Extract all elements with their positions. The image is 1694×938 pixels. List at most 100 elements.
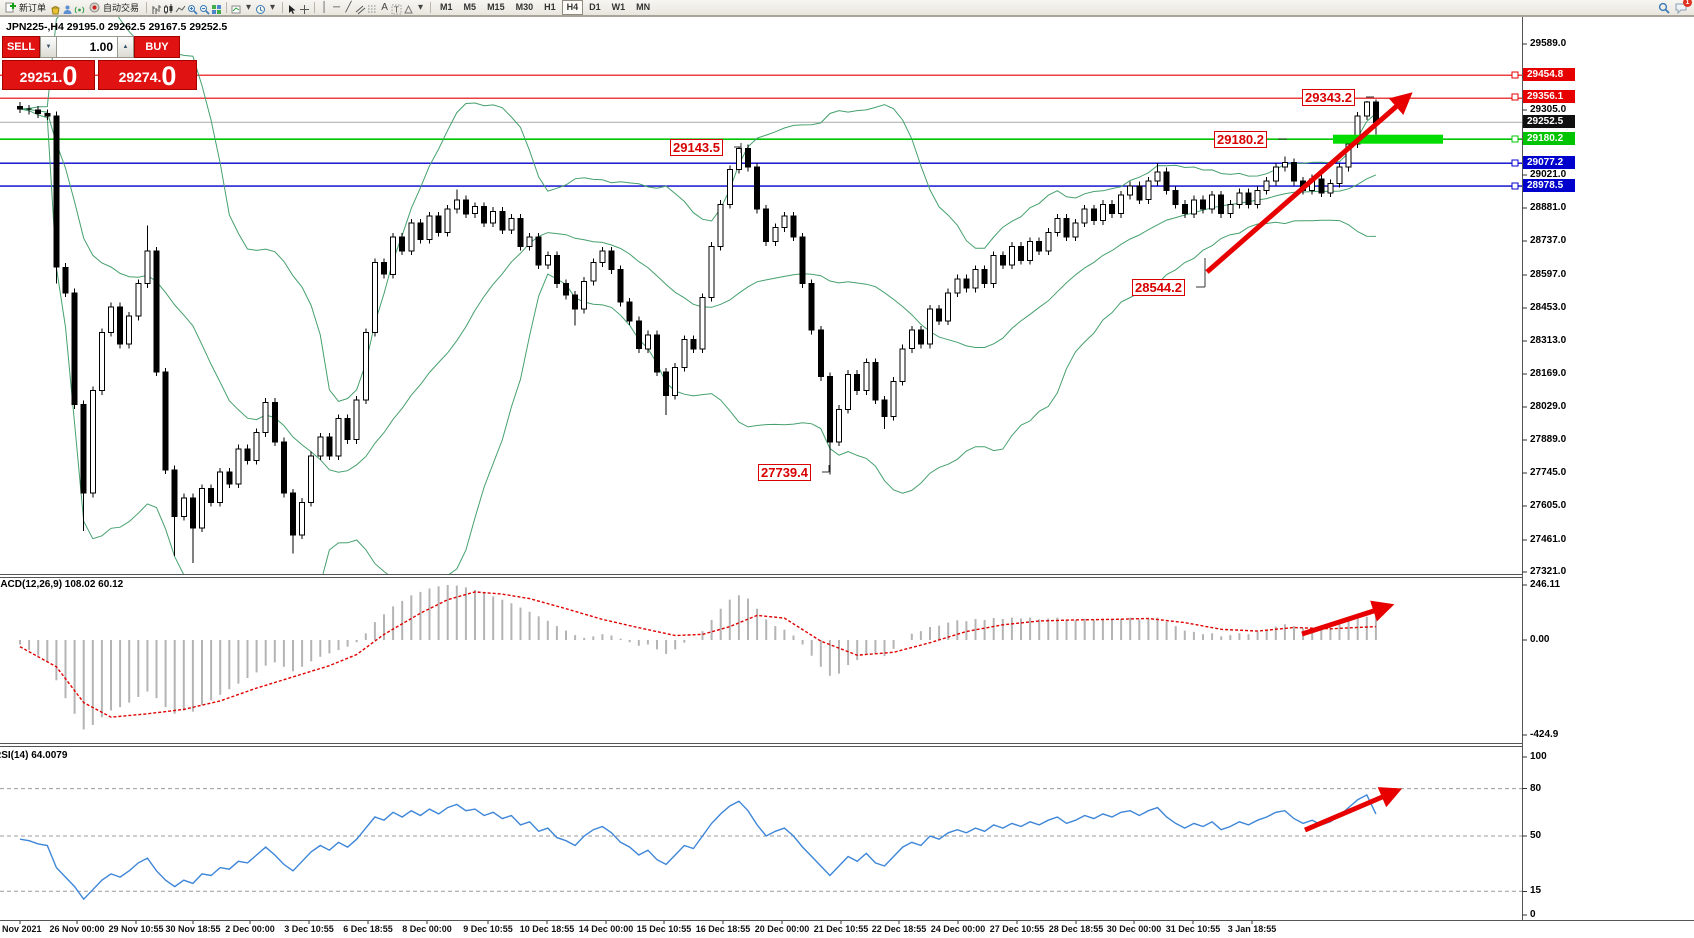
signals-icon[interactable]: [74, 2, 85, 14]
fibonacci-tool-icon[interactable]: [367, 2, 378, 13]
text-tool-icon[interactable]: A: [381, 2, 388, 13]
price-axis-tick: 27461.0: [1530, 534, 1567, 545]
volume-increase-button[interactable]: ▲: [117, 36, 134, 58]
time-axis-label: 27 Dec 10:55: [989, 924, 1045, 934]
time-axis-label: 2 Dec 00:00: [225, 924, 275, 934]
time-axis-label: 22 Dec 18:55: [871, 924, 927, 934]
macd-axis-tick: 0.00: [1530, 634, 1550, 645]
tile-windows-icon[interactable]: [211, 2, 222, 14]
new-order-icon: [5, 2, 16, 13]
chart-ohlc-line: JPN225-,H4 29195.0 29262.5 29167.5 29252…: [6, 21, 228, 33]
crosshair-icon[interactable]: [299, 2, 310, 14]
label-tool-icon[interactable]: T: [391, 2, 402, 15]
trendline-tool-icon[interactable]: ╱: [345, 2, 352, 13]
time-axis-label: 16 Dec 18:55: [695, 924, 751, 934]
auto-trading-label: 自动交易: [103, 3, 140, 13]
time-axis-label: 29 Nov 10:55: [108, 924, 164, 934]
tab-timeframe-d1[interactable]: D1: [589, 2, 601, 12]
price-axis-tick: 28029.0: [1530, 401, 1567, 412]
annotation-label[interactable]: 29143.5: [670, 139, 723, 156]
time-axis-label: 21 Dec 10:55: [813, 924, 869, 934]
time-axis-label: 6 Dec 18:55: [343, 924, 393, 934]
price-axis-tick: 27745.0: [1530, 467, 1567, 478]
svg-text:T: T: [394, 6, 399, 15]
macd-label: MACD(12,26,9) 108.02 60.12: [0, 579, 124, 590]
search-icon[interactable]: [1658, 1, 1670, 14]
time-axis-label: 30 Nov 18:55: [165, 924, 221, 934]
cursor-icon[interactable]: [287, 2, 298, 14]
price-axis-tick: 27605.0: [1530, 500, 1567, 511]
one-click-trade-panel: SELL ▼ ▲ BUY 29251.0 29274.0: [2, 36, 197, 90]
profile-icon[interactable]: [62, 2, 73, 14]
channel-tool-icon[interactable]: [355, 2, 366, 15]
toolbar-separator: [146, 2, 148, 13]
price-axis-tick: 28453.0: [1530, 302, 1567, 313]
time-axis-label: 24 Dec 00:00: [930, 924, 986, 934]
period-clock-icon[interactable]: [255, 2, 266, 14]
candlestick-chart-type-icon[interactable]: [163, 2, 174, 14]
tab-timeframe-h1[interactable]: H1: [544, 2, 556, 12]
tab-timeframe-m1[interactable]: M1: [440, 2, 453, 12]
price-axis-tick: 29589.0: [1530, 38, 1567, 49]
tab-timeframe-m5[interactable]: M5: [463, 2, 477, 12]
rsi-axis-tick: 15: [1530, 885, 1542, 897]
annotation-label[interactable]: 28544.2: [1132, 279, 1185, 296]
price-axis-tick: 28313.0: [1530, 335, 1567, 346]
chat-icon[interactable]: 1: [1675, 0, 1692, 15]
rsi-axis-tick: 0: [1530, 909, 1536, 920]
toolbar-separator: [430, 2, 432, 13]
rsi-label: RSI(14) 64.0079: [0, 750, 68, 761]
indicators-dropdown-icon[interactable]: ▾: [246, 2, 252, 13]
rsi-axis-tick: 50: [1530, 830, 1542, 841]
price-axis-tick: 27889.0: [1530, 434, 1567, 445]
shapes-dropdown-icon[interactable]: ▾: [418, 2, 424, 13]
price-axis-tick: 27321.0: [1530, 566, 1567, 577]
new-order-button[interactable]: 新订单: [2, 1, 49, 15]
volume-input[interactable]: [57, 36, 117, 58]
tab-timeframe-mn[interactable]: MN: [636, 2, 651, 12]
price-axis-tick: 28737.0: [1530, 235, 1567, 246]
sell-price-block[interactable]: 29251. 0: [2, 60, 95, 90]
line-chart-type-icon[interactable]: [175, 2, 186, 13]
price-marker: 29180.2: [1523, 132, 1575, 145]
time-axis-label: 28 Dec 18:55: [1048, 924, 1104, 934]
tab-timeframe-m30[interactable]: M30: [515, 2, 534, 12]
tab-timeframe-w1[interactable]: W1: [611, 2, 626, 12]
sell-button[interactable]: SELL: [2, 36, 40, 58]
horizontal-line-tool-icon[interactable]: ─: [332, 2, 341, 13]
time-axis-label: Nov 2021: [2, 924, 42, 934]
time-axis-label: 3 Jan 18:55: [1227, 924, 1277, 934]
price-marker: 29454.8: [1523, 68, 1575, 81]
notification-badge: 1: [1683, 0, 1692, 7]
buy-button[interactable]: BUY: [134, 36, 180, 58]
styles-bucket-icon[interactable]: [50, 2, 61, 15]
annotation-label[interactable]: 29180.2: [1214, 131, 1267, 148]
indicators-icon[interactable]: [231, 2, 242, 14]
sell-price: 29251.: [19, 69, 63, 85]
tab-timeframe-m15[interactable]: M15: [487, 2, 505, 12]
period-dropdown-icon[interactable]: ▾: [270, 2, 276, 13]
time-axis-label: 3 Dec 10:55: [284, 924, 334, 934]
zoom-in-icon[interactable]: [187, 2, 198, 15]
shapes-tool-icon[interactable]: [403, 2, 414, 14]
volume-decrease-button[interactable]: ▼: [40, 36, 57, 58]
time-axis-label: 9 Dec 10:55: [463, 924, 513, 934]
time-axis-label: 15 Dec 10:55: [636, 924, 692, 934]
toolbar-separator: [226, 2, 228, 13]
price-axis-tick: 28169.0: [1530, 368, 1567, 379]
vertical-line-tool-icon[interactable]: │: [321, 2, 328, 13]
tab-timeframe-h4[interactable]: H4: [561, 0, 584, 15]
auto-trading-button[interactable]: 自动交易: [86, 1, 142, 15]
annotation-label[interactable]: 29343.2: [1302, 89, 1355, 106]
zoom-out-icon[interactable]: [199, 2, 210, 15]
buy-price: 29274.: [118, 69, 162, 85]
price-marker: 28978.5: [1523, 179, 1575, 192]
time-axis-label: 8 Dec 00:00: [402, 924, 452, 934]
rsi-axis-tick: 100: [1530, 751, 1547, 762]
annotation-label[interactable]: 27739.4: [758, 464, 811, 481]
bar-chart-type-icon[interactable]: [151, 2, 162, 14]
price-marker: 29252.5: [1523, 115, 1575, 128]
buy-price-block[interactable]: 29274. 0: [98, 60, 197, 90]
